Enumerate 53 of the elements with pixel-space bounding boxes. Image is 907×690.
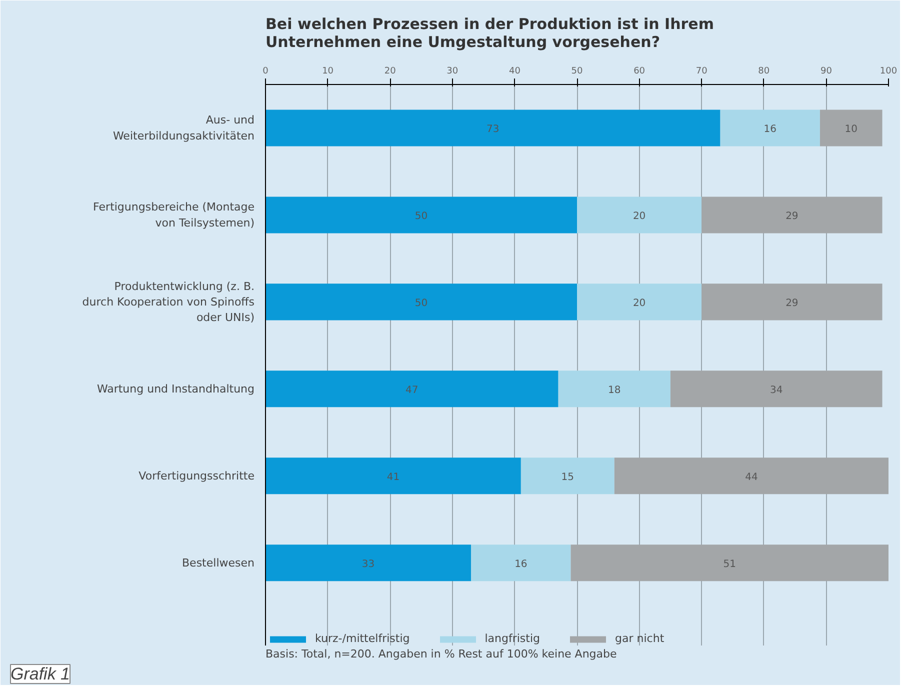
bar	[577, 284, 702, 320]
bar	[266, 370, 558, 408]
text: Basis: Total, n=200. Angaben in % Rest auf 100% keine Angabe	[266, 648, 617, 660]
bar	[266, 544, 472, 582]
bar	[520, 458, 614, 494]
bar	[266, 110, 720, 146]
y-tick-label: Wartung und Instandhaltung	[96, 382, 255, 396]
bar	[266, 284, 577, 320]
data-label: 51	[723, 558, 736, 570]
y-tick-label: Aus- und Weiterbildungsaktivitäten	[112, 114, 255, 142]
bar	[558, 370, 670, 408]
legend-label: kurz-/mittelfristig	[315, 632, 410, 645]
data-label: 33	[362, 558, 375, 570]
x-tick-label: 100	[880, 66, 898, 76]
data-label: 20	[632, 210, 646, 222]
x-tick-label: 50	[571, 66, 583, 76]
data-label: 41	[386, 472, 400, 483]
data-label: 15	[561, 472, 574, 483]
data-label: 20	[632, 298, 646, 309]
x-tick-label: 60	[634, 66, 646, 76]
data-label: 29	[786, 210, 798, 222]
data-label: 34	[770, 384, 783, 396]
data-label: 50	[414, 210, 428, 222]
data-label: 16	[514, 558, 528, 570]
x-tick-label: 0	[262, 66, 269, 76]
bar	[577, 196, 702, 234]
chart-title: Bei welchen Prozessen in der Produktion ist in Ihrem Unternehmen eine Umgestaltung vorgesehen?	[266, 15, 714, 51]
bar	[266, 458, 521, 494]
x-tick-label: 30	[446, 66, 458, 76]
data-label: 18	[608, 384, 621, 396]
bar	[266, 196, 577, 234]
legend-label: gar nicht	[615, 632, 664, 645]
bar	[471, 544, 571, 582]
y-tick-label: Vorfertigungsschritte	[138, 469, 255, 482]
y-tick-label: Produktentwicklung (z. B. durch Kooperation von Spinoffs oder UNIs)	[82, 280, 255, 324]
data-label: 44	[745, 472, 758, 483]
data-label: 50	[414, 298, 428, 309]
data-label: 73	[486, 124, 500, 135]
x-tick-label: 10	[322, 66, 334, 76]
x-tick-label: 70	[696, 66, 708, 76]
y-tick-label: Bestellwesen	[182, 556, 255, 570]
legend-label: langfristig	[484, 632, 540, 645]
data-label: 29	[786, 298, 798, 309]
data-label: 47	[406, 384, 418, 396]
x-tick-label: 90	[820, 66, 832, 76]
bar	[720, 110, 820, 146]
x-tick-label: 40	[508, 66, 521, 76]
text: Grafik 1	[10, 664, 70, 684]
y-tick-label: Fertigungsbereiche (Montage von Teilsystemen)	[93, 200, 255, 230]
x-tick-label: 80	[758, 66, 770, 76]
data-label: 16	[764, 124, 776, 135]
x-tick-label: 20	[384, 66, 396, 76]
data-label: 10	[844, 124, 858, 135]
